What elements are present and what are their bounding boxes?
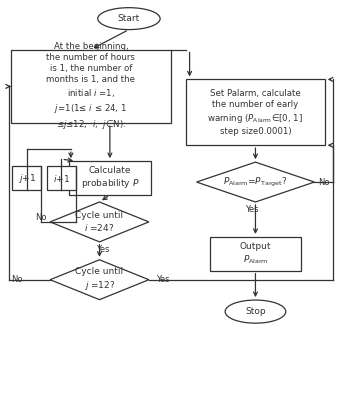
Text: Calculate
probability $P$: Calculate probability $P$ xyxy=(81,166,139,190)
Text: Set Palarm, calculate
the number of early
warning ($P_{\mathrm{Alarm}}$∈[0, 1]
s: Set Palarm, calculate the number of earl… xyxy=(207,89,303,136)
FancyBboxPatch shape xyxy=(69,161,151,195)
Ellipse shape xyxy=(98,8,160,30)
Text: $P_{\mathrm{Alarm}}$=$P_{\mathrm{Target}}$?: $P_{\mathrm{Alarm}}$=$P_{\mathrm{Target}… xyxy=(223,176,287,189)
Text: Stop: Stop xyxy=(245,307,266,316)
FancyBboxPatch shape xyxy=(186,80,325,145)
Text: Cycle until
$j$ =12?: Cycle until $j$ =12? xyxy=(76,267,124,292)
FancyBboxPatch shape xyxy=(12,166,41,190)
FancyBboxPatch shape xyxy=(11,50,171,123)
Text: Yes: Yes xyxy=(96,244,110,254)
Text: $j$+1: $j$+1 xyxy=(18,172,36,184)
Ellipse shape xyxy=(225,300,286,323)
Text: $i$+1: $i$+1 xyxy=(53,172,70,184)
FancyBboxPatch shape xyxy=(209,237,301,271)
Text: Output
$P_{\mathrm{Alarm}}$: Output $P_{\mathrm{Alarm}}$ xyxy=(240,242,271,266)
FancyBboxPatch shape xyxy=(47,166,76,190)
Text: At the beginning,
the number of hours
is 1, the number of
months is 1, and the
i: At the beginning, the number of hours is… xyxy=(46,42,135,130)
Text: No: No xyxy=(11,275,22,284)
Text: Start: Start xyxy=(118,14,140,23)
Text: Yes: Yes xyxy=(156,275,169,284)
Text: Cycle until
$i$ =24?: Cycle until $i$ =24? xyxy=(76,210,124,233)
Text: No: No xyxy=(35,213,47,222)
Text: Yes: Yes xyxy=(245,205,259,214)
Polygon shape xyxy=(50,260,149,300)
Polygon shape xyxy=(50,202,149,242)
Text: No: No xyxy=(318,178,330,186)
Polygon shape xyxy=(197,162,314,202)
